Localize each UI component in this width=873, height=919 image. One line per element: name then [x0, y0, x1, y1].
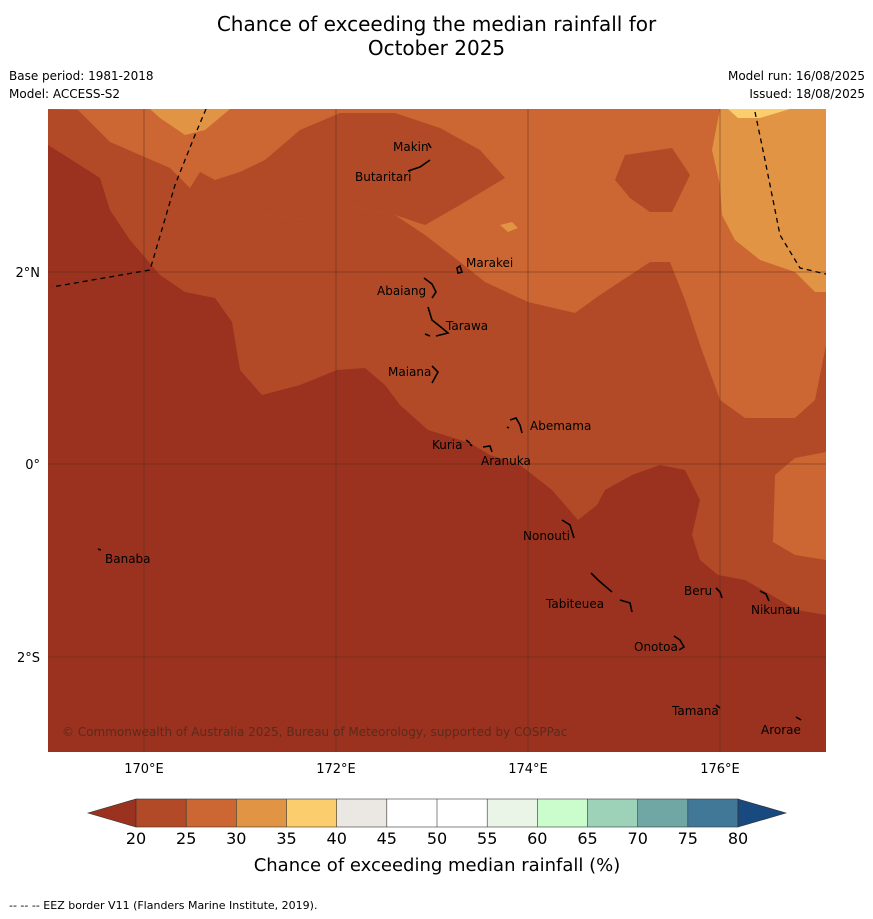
cb-tick-45: 45	[377, 829, 397, 848]
cb-tick-30: 30	[226, 829, 246, 848]
label-abaiang: Abaiang	[377, 284, 426, 298]
island-tamana	[715, 704, 721, 709]
colorbar-bin-65-70	[587, 799, 638, 827]
colorbar-extend-high	[737, 798, 788, 828]
colorbar-bin-25-30	[186, 799, 237, 827]
cb-tick-50: 50	[427, 829, 447, 848]
label-banaba: Banaba	[105, 552, 151, 566]
label-nonouti: Nonouti	[523, 529, 570, 543]
island-makin	[427, 142, 432, 149]
lon-tick-172: 172°E	[316, 762, 356, 777]
label-tabiteuea: Tabiteuea	[545, 597, 604, 611]
colorbar-bin-55-60	[487, 799, 538, 827]
islands	[97, 142, 802, 721]
label-makin: Makin	[393, 140, 429, 154]
colorbar-bin-20-25	[136, 799, 187, 827]
colorbar-bin-50-55	[437, 799, 488, 827]
lon-tick-174: 174°E	[508, 762, 548, 777]
colorbar-bin-75-80	[687, 799, 738, 827]
map-title: Chance of exceeding the median rainfall …	[0, 12, 873, 60]
meta-left: Base period: 1981-2018 Model: ACCESS-S2	[9, 67, 154, 103]
cb-tick-80: 80	[728, 829, 748, 848]
label-maiana: Maiana	[388, 365, 431, 379]
lon-tick-176: 176°E	[700, 762, 740, 777]
colorbar: 20 25 30 35 40 45 50 55 60 65 70 75 80 C…	[86, 798, 788, 876]
island-marakei	[456, 264, 464, 274]
place-labels: Makin Butaritari Marakei Abaiang Tarawa …	[105, 140, 801, 737]
lat-tick-2n: 2°N	[16, 266, 41, 281]
eez-footnote: -- -- -- EEZ border V11 (Flanders Marine…	[9, 899, 318, 912]
field-30-35-east	[712, 109, 826, 292]
label-beru: Beru	[684, 584, 712, 598]
model-run: Model run: 16/08/2025	[727, 69, 865, 83]
island-nikunau	[759, 590, 770, 602]
title-line-2: October 2025	[367, 36, 506, 60]
island-beru	[715, 587, 723, 599]
cb-tick-40: 40	[327, 829, 347, 848]
colorbar-bin-35-40	[286, 799, 337, 827]
title-line-1: Chance of exceeding the median rainfall …	[216, 12, 657, 36]
cb-tick-70: 70	[628, 829, 648, 848]
label-butaritari: Butaritari	[355, 170, 412, 184]
label-tarawa: Tarawa	[445, 319, 488, 333]
field-30-35-north	[150, 109, 230, 135]
cb-tick-75: 75	[678, 829, 698, 848]
label-aranuka: Aranuka	[481, 454, 531, 468]
graticule	[48, 109, 826, 752]
island-abemama	[506, 417, 523, 434]
field-30-35-spot	[500, 222, 518, 232]
cb-tick-65: 65	[577, 829, 597, 848]
island-tabiteuea	[590, 572, 633, 613]
colorbar-bin-60-65	[537, 799, 588, 827]
island-nonouti	[561, 519, 575, 539]
label-kuria: Kuria	[432, 438, 463, 452]
cb-tick-55: 55	[477, 829, 497, 848]
lat-tick-2s: 2°S	[17, 651, 40, 666]
lon-tick-170: 170°E	[124, 762, 164, 777]
eez-borders	[51, 109, 826, 288]
model-name: Model: ACCESS-S2	[9, 87, 121, 101]
colorbar-bin-40-45	[336, 799, 387, 827]
island-banaba	[97, 548, 102, 551]
label-onotoa: Onotoa	[634, 640, 678, 654]
issued-date: Issued: 18/08/2025	[749, 87, 865, 101]
island-butaritari	[407, 159, 431, 172]
colorbar-extend-low	[86, 798, 137, 828]
label-tamana: Tamana	[671, 704, 719, 718]
axis-ticks: 170°E 172°E 174°E 176°E 2°N 0° 2°S	[16, 266, 740, 777]
island-onotoa	[673, 635, 686, 651]
island-maiana	[431, 365, 439, 384]
cb-tick-60: 60	[527, 829, 547, 848]
map-panel: Makin Butaritari Marakei Abaiang Tarawa …	[48, 109, 826, 752]
label-marakei: Marakei	[466, 256, 513, 270]
field-20-25-inner	[215, 113, 505, 225]
cb-tick-20: 20	[126, 829, 146, 848]
colorbar-bin-30-35	[236, 799, 287, 827]
island-abaiang	[423, 277, 437, 299]
cb-tick-35: 35	[276, 829, 296, 848]
label-arorae: Arorae	[761, 723, 801, 737]
meta-right: Model run: 16/08/2025 Issued: 18/08/2025	[728, 67, 865, 103]
colorbar-dividers	[135, 798, 739, 828]
island-arorae	[795, 716, 802, 721]
copyright-notice: © Commonwealth of Australia 2025, Bureau…	[62, 725, 567, 739]
colorbar-label: Chance of exceeding median rainfall (%)	[254, 855, 621, 876]
field-35-40	[728, 109, 790, 118]
lat-tick-0: 0°	[25, 458, 40, 473]
colorbar-ticks: 20 25 30 35 40 45 50 55 60 65 70 75 80	[126, 829, 748, 848]
field-25-30-east	[773, 452, 826, 560]
island-kuria	[465, 439, 473, 447]
label-nikunau: Nikunau	[751, 603, 800, 617]
field-20-25-pocket	[615, 148, 690, 212]
island-tarawa	[424, 306, 450, 337]
island-aranuka	[482, 445, 493, 453]
cb-tick-25: 25	[176, 829, 196, 848]
colorbar-bin-70-75	[637, 799, 688, 827]
base-period: Base period: 1981-2018	[9, 69, 154, 83]
label-abemama: Abemama	[530, 419, 591, 433]
colorbar-bin-45-50	[386, 799, 437, 827]
